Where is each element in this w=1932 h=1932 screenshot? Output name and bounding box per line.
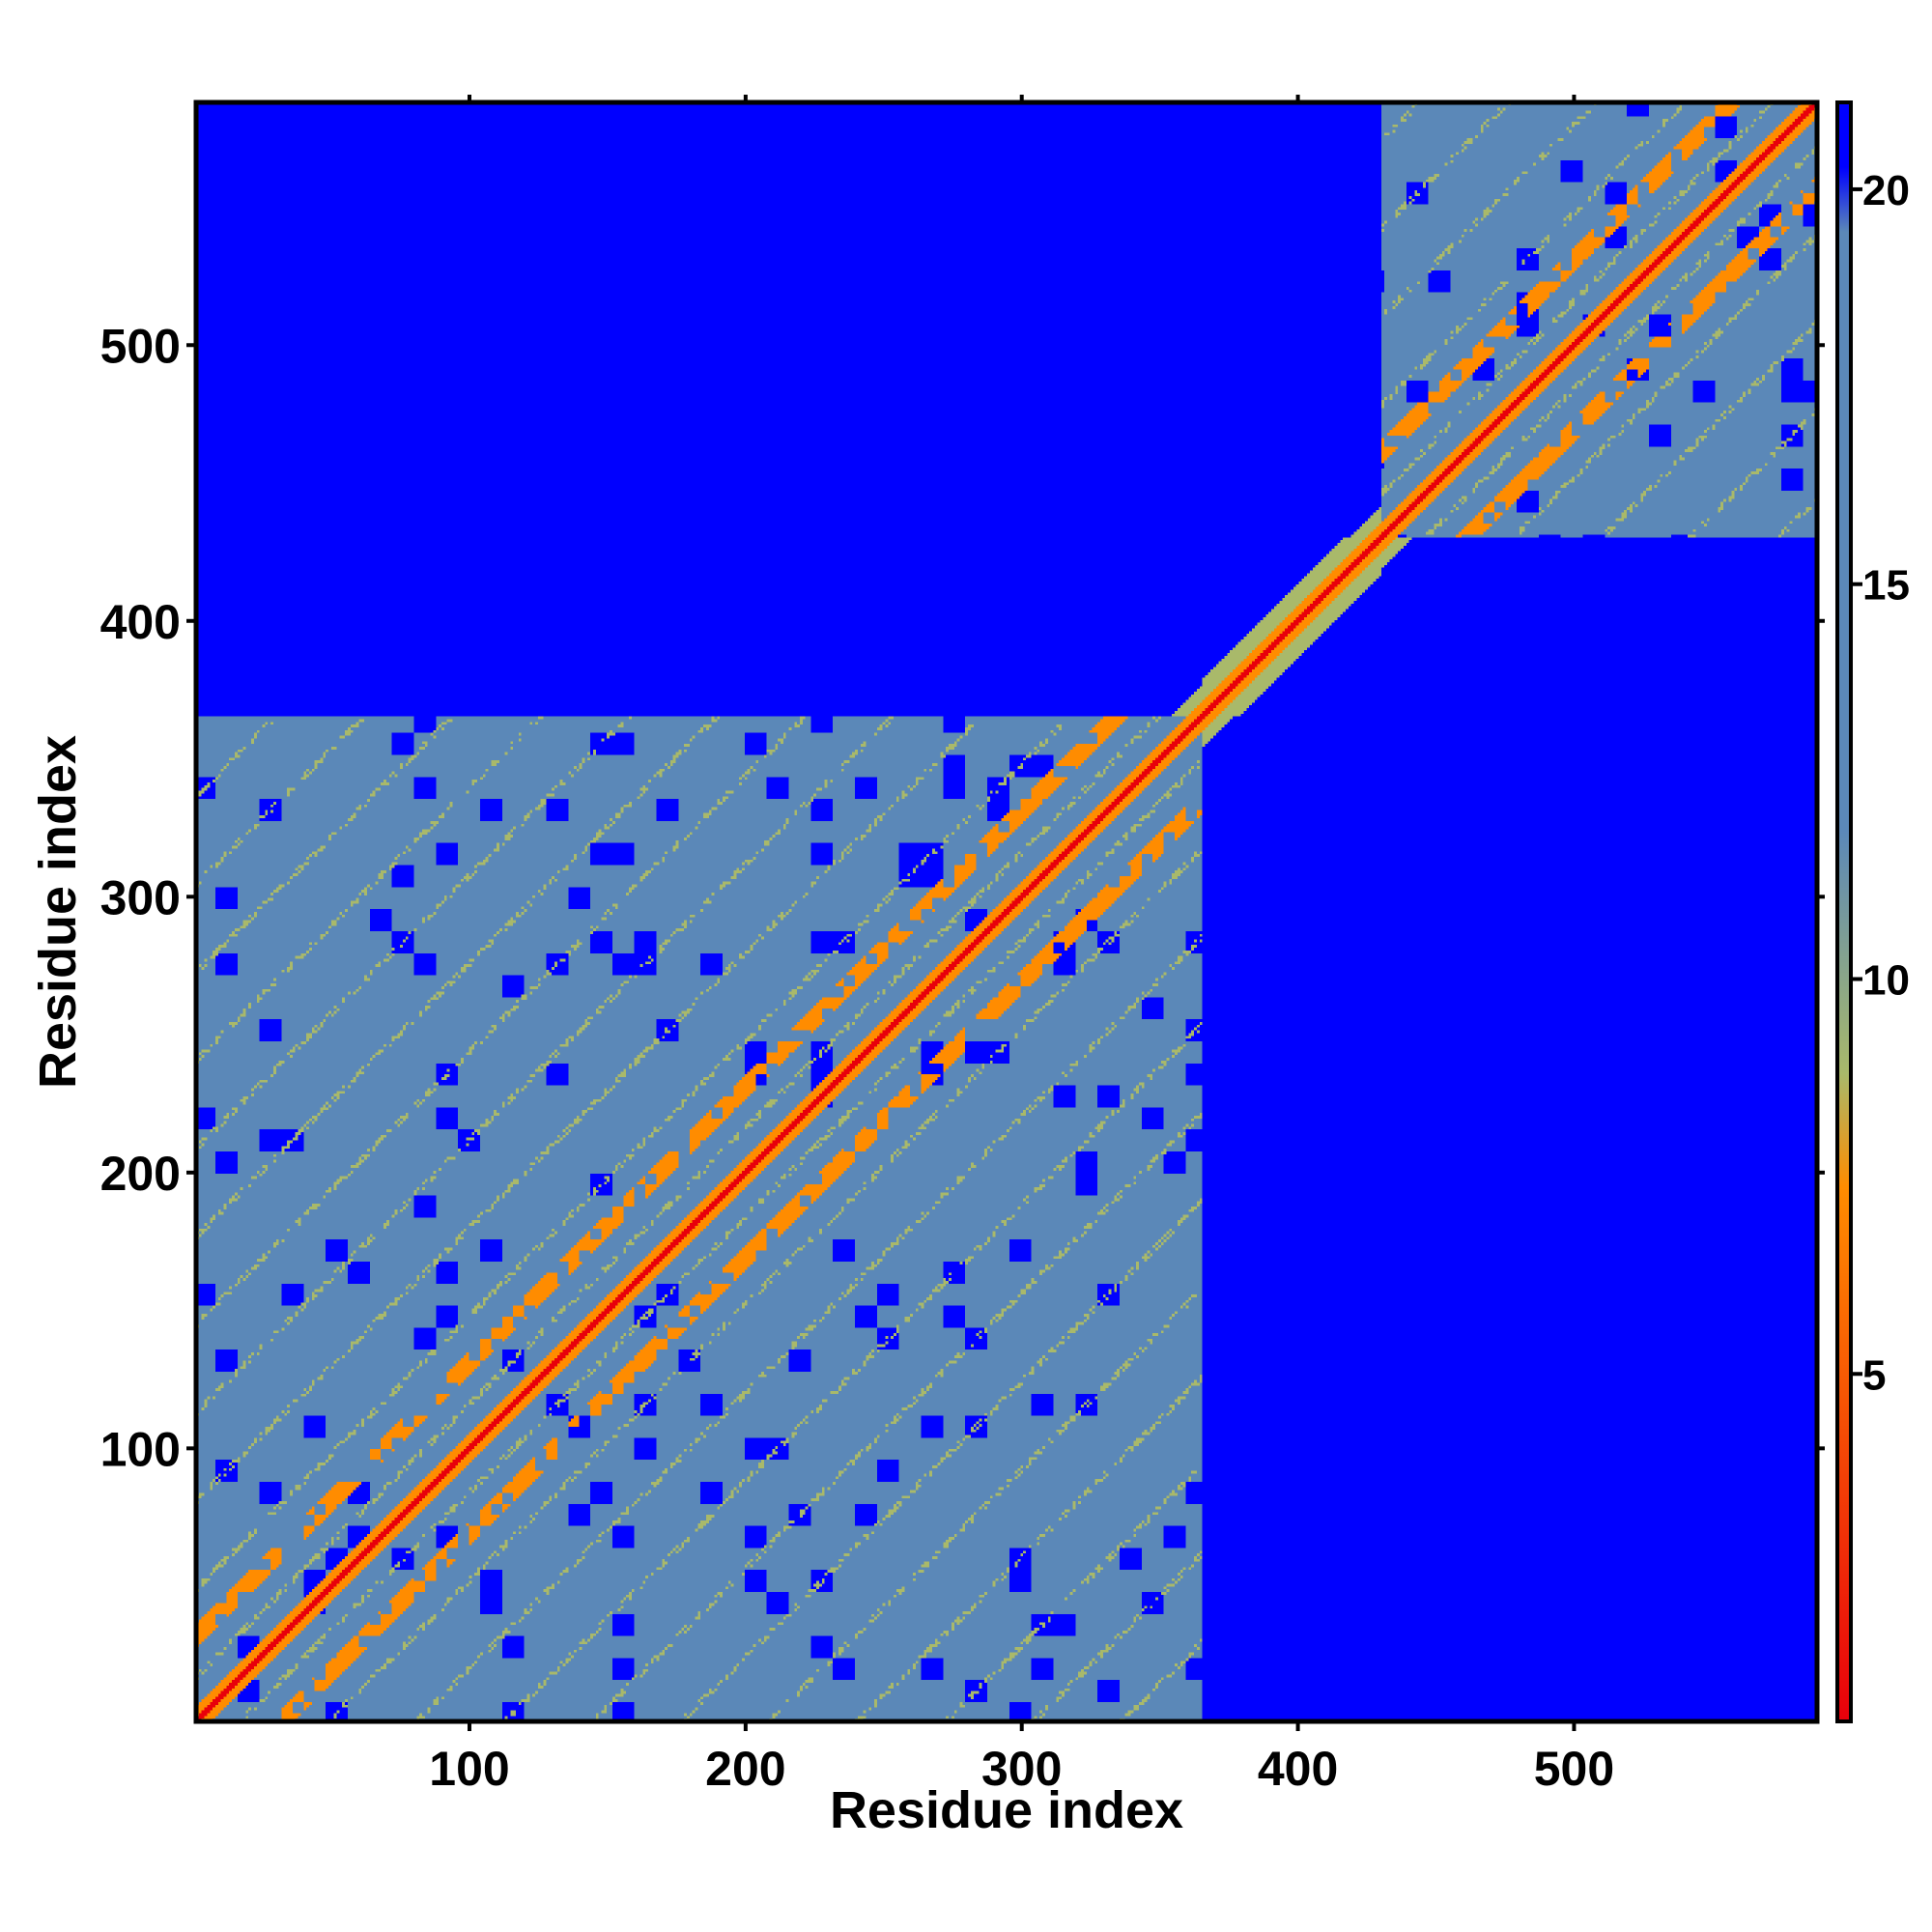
y-axis: 100 200 300 400 500	[100, 319, 1825, 1476]
colorbar: 5 10 15 20	[1835, 100, 1910, 1723]
x-axis: 100 200 300 400 500	[429, 95, 1614, 1796]
colorbar-gradient	[1837, 102, 1851, 1721]
colorbar-ticks: 5 10 15 20	[1851, 167, 1910, 1399]
y-tick-label: 500	[100, 319, 181, 373]
x-tick-label: 100	[429, 1742, 509, 1796]
x-tick-label: 400	[1258, 1742, 1338, 1796]
x-tick-label: 200	[705, 1742, 785, 1796]
colorbar-tick-label: 15	[1862, 562, 1910, 610]
colorbar-frame	[1835, 100, 1853, 1723]
y-axis-title: Residue index	[29, 735, 87, 1089]
x-tick-label: 300	[981, 1742, 1062, 1796]
y-tick-label: 100	[100, 1422, 181, 1476]
y-tick-label: 200	[100, 1147, 181, 1201]
x-axis-title: Residue index	[830, 1781, 1183, 1839]
colorbar-tick-label: 20	[1862, 167, 1910, 214]
x-tick-label: 500	[1534, 1742, 1614, 1796]
y-tick-label: 300	[100, 870, 181, 924]
heatmap-area	[196, 102, 1817, 1721]
plot-frame	[193, 99, 1820, 1724]
colorbar-tick-label: 5	[1862, 1351, 1886, 1399]
y-tick-label: 400	[100, 595, 181, 649]
colorbar-tick-label: 10	[1862, 956, 1910, 1004]
